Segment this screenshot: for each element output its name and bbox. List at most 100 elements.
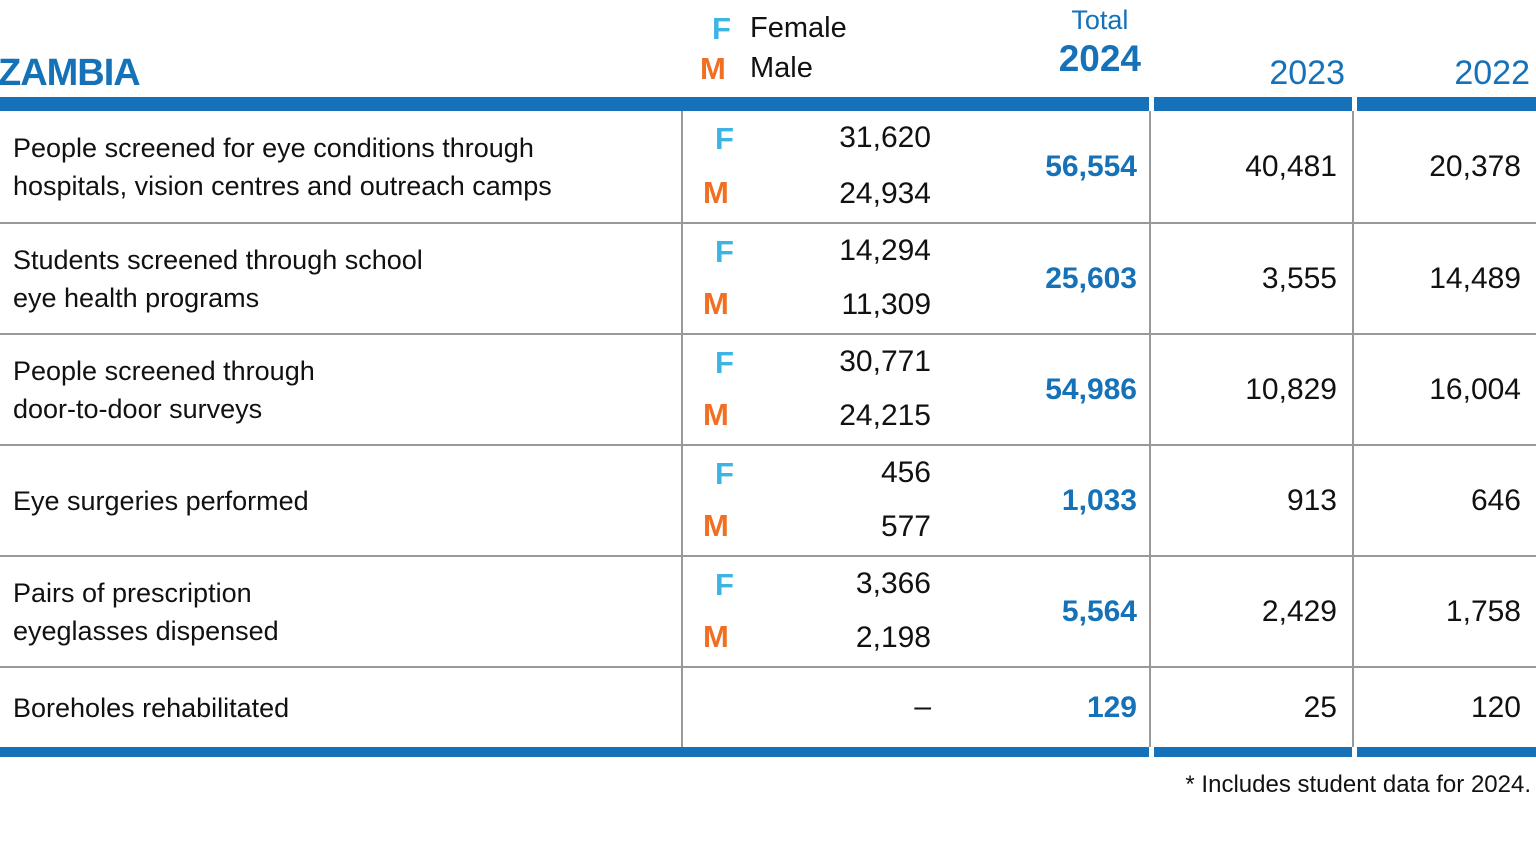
- female-key-icon: F: [712, 10, 731, 46]
- fm-legend: F Female M Male: [700, 8, 847, 88]
- male-key-icon: M: [703, 397, 729, 432]
- female-value: 3,366: [855, 567, 931, 600]
- row-label-line: eyeglasses dispensed: [13, 615, 279, 646]
- value-2022: 120: [1352, 668, 1536, 747]
- bar-segment: [1352, 97, 1536, 111]
- male-value: 24,215: [839, 399, 931, 432]
- row-label: Pairs of prescription eyeglasses dispens…: [0, 557, 681, 666]
- row-label-line: door-to-door surveys: [13, 393, 263, 424]
- table-row: Pairs of prescription eyeglasses dispens…: [0, 555, 1536, 666]
- row-label: People screened for eye conditions throu…: [0, 111, 681, 222]
- male-value: 577: [880, 510, 931, 543]
- row-label-line: Pairs of prescription: [13, 577, 252, 608]
- footer-divider-bar: [0, 747, 1536, 757]
- total-2024-value: 129: [1086, 690, 1137, 724]
- row-label: People screened through door-to-door sur…: [0, 335, 681, 444]
- total-2024-value: 5,564: [1061, 594, 1137, 628]
- male-key-icon: M: [703, 508, 729, 543]
- row-label: Eye surgeries performed: [0, 446, 681, 555]
- female-value: 456: [880, 456, 931, 489]
- row-label-line: Eye surgeries performed: [13, 485, 309, 516]
- value-2022: 646: [1352, 446, 1536, 555]
- fm-value-column: 14,294 11,309: [743, 224, 931, 333]
- row-label: Students screened through school eye hea…: [0, 224, 681, 333]
- total-2024-value: 25,603: [1045, 261, 1137, 295]
- female-key-icon: F: [715, 121, 734, 156]
- female-male-total-cell: F M 14,294 11,309 25,603: [681, 224, 1149, 333]
- page-title: ZAMBIA: [0, 52, 141, 94]
- female-male-total-cell: F M – 129: [681, 668, 1149, 747]
- female-key-icon: F: [715, 234, 734, 269]
- fm-key-column: F M: [683, 335, 743, 444]
- row-label: Boreholes rehabilitated: [0, 668, 681, 747]
- bar-segment: [0, 747, 1149, 757]
- male-key-icon: M: [703, 286, 729, 321]
- row-label-line: hospitals, vision centres and outreach c…: [13, 170, 552, 201]
- value-2023: 2,429: [1149, 557, 1352, 666]
- row-label-line: eye health programs: [13, 282, 260, 313]
- bar-segment: [1149, 747, 1352, 757]
- row-label-line: People screened through: [13, 355, 315, 386]
- male-value: 11,309: [841, 288, 931, 321]
- bar-segment: [0, 97, 1149, 111]
- legend-male-row: M Male: [700, 48, 847, 88]
- row-label-line: Boreholes rehabilitated: [13, 692, 290, 723]
- total-year-label: 2024: [1058, 38, 1141, 79]
- bar-segment: [1149, 97, 1352, 111]
- fm-value-column: 30,771 24,215: [743, 335, 931, 444]
- table-header: ZAMBIA F Female M Male Total 2024 2023 2…: [0, 0, 1536, 97]
- header-divider-bar: [0, 97, 1536, 111]
- table-row: Students screened through school eye hea…: [0, 222, 1536, 333]
- bar-segment: [1352, 747, 1536, 757]
- female-male-total-cell: F M 456 577 1,033: [681, 446, 1149, 555]
- fm-value-column: 456 577: [743, 446, 931, 555]
- fm-value-column: 31,620 24,934: [743, 111, 931, 222]
- female-value: 31,620: [839, 121, 931, 154]
- legend-female-label: Female: [750, 11, 847, 44]
- column-header-total-2024: Total 2024: [1059, 4, 1141, 82]
- value-2023: 10,829: [1149, 335, 1352, 444]
- total-2024-value: 1,033: [1061, 483, 1137, 517]
- total-label: Total: [1071, 5, 1129, 35]
- table-body: People screened for eye conditions throu…: [0, 111, 1536, 747]
- female-male-total-cell: F M 31,620 24,934 56,554: [681, 111, 1149, 222]
- value-2022: 14,489: [1352, 224, 1536, 333]
- female-key-icon: F: [715, 567, 734, 602]
- footnote: * Includes student data for 2024.: [1185, 771, 1531, 798]
- fm-key-column: F M: [683, 224, 743, 333]
- total-2024-value: 54,986: [1045, 372, 1137, 406]
- fm-key-column: F M: [683, 446, 743, 555]
- row-label-line: Students screened through school: [13, 244, 423, 275]
- male-value: 2,198: [855, 621, 931, 654]
- value-2023: 25: [1149, 668, 1352, 747]
- female-value: 14,294: [839, 234, 931, 267]
- value-2023: 40,481: [1149, 111, 1352, 222]
- column-header-2022: 2022: [1454, 54, 1530, 92]
- value-2022: 16,004: [1352, 335, 1536, 444]
- female-value: 30,771: [839, 345, 931, 378]
- table-row: People screened through door-to-door sur…: [0, 333, 1536, 444]
- male-key-icon: M: [703, 619, 729, 654]
- fm-key-column: F M: [683, 557, 743, 666]
- total-2024-value: 56,554: [1045, 149, 1137, 183]
- female-key-icon: F: [715, 345, 734, 380]
- value-2022: 1,758: [1352, 557, 1536, 666]
- legend-male-label: Male: [750, 51, 813, 84]
- male-value: 24,934: [839, 177, 931, 210]
- male-key-icon: M: [703, 175, 729, 210]
- female-male-total-cell: F M 3,366 2,198 5,564: [681, 557, 1149, 666]
- fm-value-column: –: [743, 668, 931, 747]
- no-data-dash: –: [914, 690, 931, 723]
- value-2022: 20,378: [1352, 111, 1536, 222]
- value-2023: 913: [1149, 446, 1352, 555]
- fm-key-column: F M: [683, 111, 743, 222]
- row-label-line: People screened for eye conditions throu…: [13, 132, 534, 163]
- column-header-2023: 2023: [1269, 54, 1345, 92]
- table-row: Eye surgeries performed F M 456 577 1,03…: [0, 444, 1536, 555]
- female-key-icon: F: [715, 456, 734, 491]
- female-male-total-cell: F M 30,771 24,215 54,986: [681, 335, 1149, 444]
- male-key-icon: M: [700, 50, 726, 86]
- legend-female-row: F Female: [700, 8, 847, 48]
- value-2023: 3,555: [1149, 224, 1352, 333]
